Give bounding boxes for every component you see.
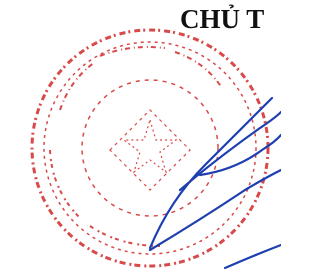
- signature-title: CHỦ T: [180, 4, 264, 34]
- page: CHỦ T (() => { const data = JSON.parse(d…: [0, 0, 281, 277]
- document-scan: CHỦ T: [0, 0, 281, 277]
- paper: [0, 0, 281, 277]
